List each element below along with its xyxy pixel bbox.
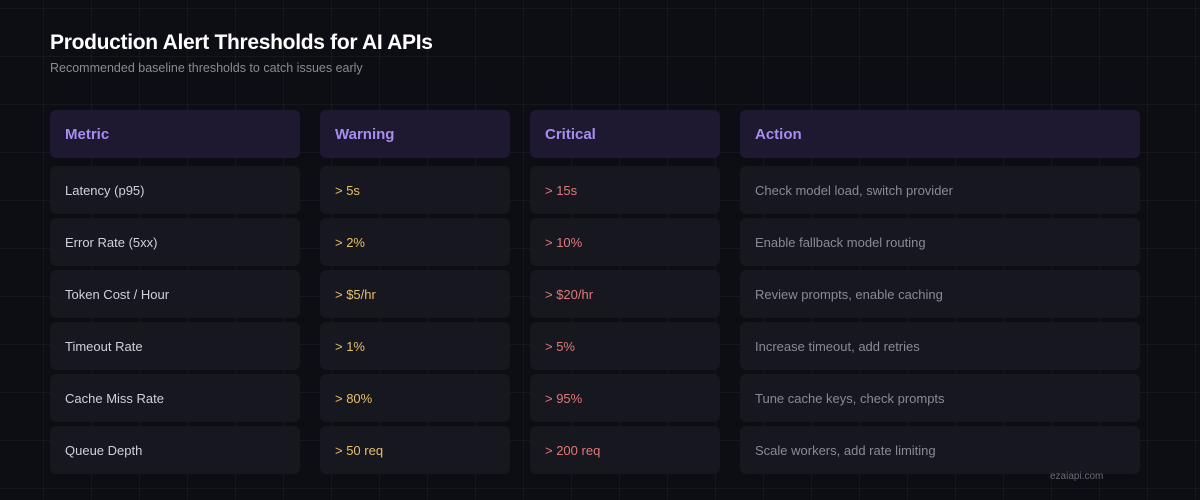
page-title: Production Alert Thresholds for AI APIs bbox=[50, 31, 433, 54]
table-cell-critical: > 15s bbox=[530, 166, 720, 214]
table-cell-metric: Error Rate (5xx) bbox=[50, 218, 300, 266]
table-cell-critical: > 5% bbox=[530, 322, 720, 370]
column-header-metric: Metric bbox=[50, 110, 300, 158]
table-cell-critical: > 95% bbox=[530, 374, 720, 422]
table-cell-metric: Timeout Rate bbox=[50, 322, 300, 370]
table-cell-action: Check model load, switch provider bbox=[740, 166, 1140, 214]
table-cell-action: Increase timeout, add retries bbox=[740, 322, 1140, 370]
table-cell-critical: > $20/hr bbox=[530, 270, 720, 318]
table-cell-warning: > 2% bbox=[320, 218, 510, 266]
table-cell-metric: Token Cost / Hour bbox=[50, 270, 300, 318]
table-cell-action: Tune cache keys, check prompts bbox=[740, 374, 1140, 422]
table-cell-warning: > 50 req bbox=[320, 426, 510, 474]
column-header-critical: Critical bbox=[530, 110, 720, 158]
table-cell-warning: > 80% bbox=[320, 374, 510, 422]
page-subtitle: Recommended baseline thresholds to catch… bbox=[50, 61, 363, 75]
watermark: ezaiapi.com bbox=[1050, 471, 1104, 482]
table-cell-warning: > $5/hr bbox=[320, 270, 510, 318]
table-cell-action: Review prompts, enable caching bbox=[740, 270, 1140, 318]
column-header-warning: Warning bbox=[320, 110, 510, 158]
table-cell-critical: > 200 req bbox=[530, 426, 720, 474]
table-cell-metric: Queue Depth bbox=[50, 426, 300, 474]
table-cell-warning: > 1% bbox=[320, 322, 510, 370]
table-cell-action: Enable fallback model routing bbox=[740, 218, 1140, 266]
table-cell-warning: > 5s bbox=[320, 166, 510, 214]
table-cell-metric: Cache Miss Rate bbox=[50, 374, 300, 422]
table-cell-action: Scale workers, add rate limiting bbox=[740, 426, 1140, 474]
table-cell-critical: > 10% bbox=[530, 218, 720, 266]
table-cell-metric: Latency (p95) bbox=[50, 166, 300, 214]
column-header-action: Action bbox=[740, 110, 1140, 158]
